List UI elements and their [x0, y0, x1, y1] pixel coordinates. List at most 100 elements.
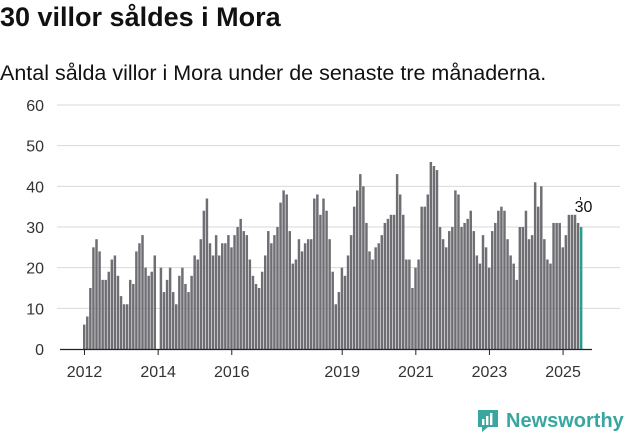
bar	[224, 243, 227, 349]
bar-highlight	[579, 227, 583, 349]
bar	[86, 316, 89, 349]
y-tick-label: 60	[26, 98, 44, 115]
bar	[291, 263, 295, 349]
bar	[365, 222, 368, 349]
bar	[552, 222, 555, 349]
y-tick-label: 0	[35, 342, 44, 359]
bar	[509, 255, 512, 349]
bar	[454, 190, 457, 349]
x-tick-label: 2023	[472, 364, 508, 381]
bar	[322, 198, 325, 349]
chart-title: 30 villor såldes i Mora	[0, 2, 281, 32]
bar	[147, 275, 150, 349]
y-tick-label: 30	[26, 220, 44, 237]
bar	[285, 194, 288, 349]
bar	[570, 214, 574, 349]
bar	[564, 235, 568, 349]
bar	[208, 243, 212, 349]
bar	[463, 222, 466, 349]
bar	[426, 194, 430, 349]
bar	[116, 275, 120, 349]
y-axis-tick-labels: 0 10 20 30 40 50 60	[26, 98, 44, 359]
bar	[540, 186, 543, 349]
bar	[288, 231, 291, 349]
newsworthy-logo-icon	[478, 410, 498, 432]
bar	[328, 239, 331, 349]
bar	[135, 251, 138, 349]
x-tick-label: 2021	[398, 364, 434, 381]
bar	[260, 271, 264, 349]
bar	[239, 218, 242, 349]
bar	[193, 255, 196, 349]
bar	[349, 235, 353, 349]
x-axis: 2012 2014 2016 2019 2021 2023 2025	[60, 348, 592, 381]
bar	[211, 255, 215, 349]
bar	[205, 198, 209, 349]
bar	[576, 222, 580, 349]
bar	[561, 247, 564, 349]
x-tick-label: 2016	[214, 364, 250, 381]
bar	[263, 255, 267, 349]
bar	[475, 255, 479, 349]
y-tick-label: 40	[26, 179, 44, 196]
bar	[297, 239, 301, 349]
bar	[487, 267, 491, 349]
bar	[199, 239, 203, 349]
bar	[518, 227, 522, 349]
bar	[451, 227, 454, 349]
bar	[389, 214, 393, 349]
bar	[92, 247, 95, 349]
bar	[233, 235, 236, 349]
bar	[441, 239, 445, 349]
bar	[334, 304, 338, 349]
bar	[500, 206, 503, 349]
bar	[248, 259, 252, 349]
bar	[466, 218, 469, 349]
bar	[101, 279, 104, 349]
bar	[398, 194, 402, 349]
bar	[273, 235, 276, 349]
highlight-value-label: 30	[575, 199, 593, 216]
bar	[543, 239, 546, 349]
bar	[221, 243, 224, 349]
chart-subtitle: Antal sålda villor i Mora under de senas…	[0, 61, 547, 85]
bar	[414, 267, 417, 349]
bar	[138, 243, 141, 349]
bar	[478, 263, 482, 349]
bar	[549, 263, 552, 349]
bar	[533, 182, 537, 349]
bar	[122, 304, 126, 349]
bar	[190, 275, 193, 349]
bar	[506, 239, 509, 349]
bar	[494, 222, 497, 349]
bar	[196, 259, 199, 349]
bar	[337, 292, 341, 349]
y-tick-label: 20	[26, 261, 44, 278]
bar	[113, 255, 117, 349]
bar	[352, 206, 356, 349]
bar	[444, 247, 448, 349]
y-tick-label: 10	[26, 301, 44, 318]
bar	[276, 227, 279, 349]
bar	[313, 198, 316, 349]
bar	[536, 206, 540, 349]
bar	[165, 279, 169, 349]
bar	[429, 161, 433, 349]
bar	[251, 275, 255, 349]
bar	[236, 227, 239, 349]
bar	[129, 279, 132, 349]
bar	[530, 235, 534, 349]
bar	[340, 267, 344, 349]
bar	[141, 235, 144, 349]
bar	[162, 292, 166, 349]
bar	[303, 243, 307, 349]
bar	[217, 255, 221, 349]
bar	[356, 190, 359, 349]
bar	[132, 283, 135, 349]
bar	[377, 243, 380, 349]
bar	[300, 251, 304, 349]
bar	[405, 259, 408, 349]
y-tick-label: 50	[26, 139, 44, 156]
bar	[316, 194, 319, 349]
